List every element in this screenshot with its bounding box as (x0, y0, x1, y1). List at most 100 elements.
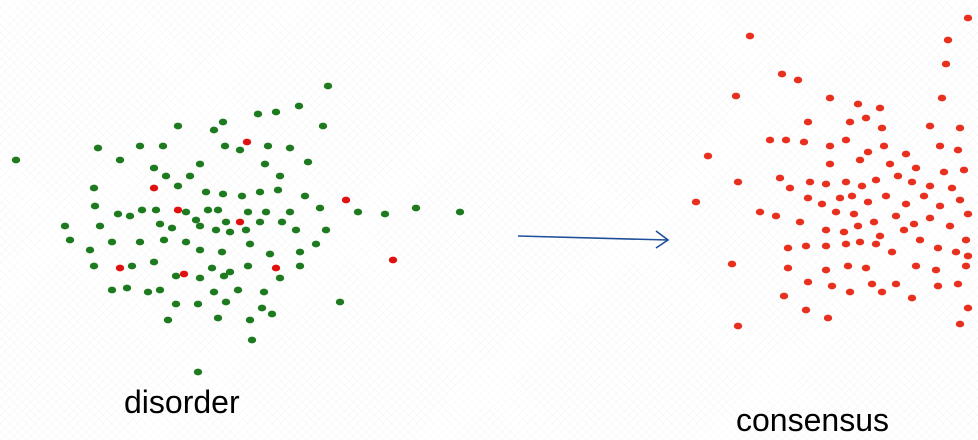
agent-dot-green (161, 172, 171, 180)
agent-dot-red (783, 264, 793, 272)
agent-dot-red (863, 198, 873, 206)
agent-dot-red (871, 240, 881, 248)
agent-dot-red (933, 244, 943, 252)
agent-dot-green (127, 262, 137, 270)
agent-dot-red (821, 266, 831, 274)
agent-dot-green (155, 220, 165, 228)
agent-dot-red (745, 32, 755, 40)
agent-dot-red (891, 280, 901, 288)
agent-dot-green (193, 300, 203, 308)
agent-dot-green (318, 122, 328, 130)
agent-dot-red (857, 182, 867, 190)
agent-dot-red (887, 248, 897, 256)
agent-dot-green (303, 158, 313, 166)
agent-dot-green (225, 268, 235, 276)
agent-dot-red (935, 202, 945, 210)
agent-dot-red (855, 156, 865, 164)
agent-dot-green (85, 246, 95, 254)
agent-dot-green (259, 288, 269, 296)
agent-dot-green (221, 298, 231, 306)
agent-dot-green (295, 262, 305, 270)
agent-dot-red (388, 256, 398, 264)
agent-dot-red (893, 172, 903, 180)
agent-dot-red (863, 148, 873, 156)
agent-dot-red (943, 36, 953, 44)
agent-dot-green (203, 206, 213, 214)
agent-dot-red (877, 124, 887, 132)
agent-dot-green (380, 210, 390, 218)
agent-dot-green (149, 258, 159, 266)
agent-dot-green (220, 142, 230, 150)
agent-dot-green (243, 262, 253, 270)
agent-dot-green (311, 240, 321, 248)
agent-dot-red (783, 244, 793, 252)
agent-dot-green (195, 274, 205, 282)
agent-dot-red (801, 242, 811, 250)
agent-dot-red (881, 192, 891, 200)
agent-dot-red (939, 168, 949, 176)
agent-dot-red (703, 152, 713, 160)
agent-dot-red (955, 320, 965, 328)
agent-dot-green (181, 238, 191, 246)
agent-dot-red (779, 292, 789, 300)
agent-dot-green (159, 236, 169, 244)
agent-dot-green (60, 222, 70, 230)
agent-dot-green (237, 192, 247, 200)
agent-dot-green (195, 222, 205, 230)
agent-dot-green (191, 216, 201, 224)
agent-dot-red (843, 262, 853, 270)
agent-dot-red (841, 136, 851, 144)
agent-dot-red (909, 220, 919, 228)
agent-dot-green (173, 182, 183, 190)
consensus-label: consensus (736, 402, 889, 438)
agent-dot-green (261, 208, 271, 216)
agent-dot-green (255, 188, 265, 196)
agent-dot-red (755, 208, 765, 216)
agent-dot-green (218, 190, 228, 198)
agent-dot-red (953, 146, 963, 154)
agent-dot-green (90, 202, 100, 210)
agent-dot-green (155, 286, 165, 294)
agent-dot-green (271, 108, 281, 116)
agent-dot-green (353, 208, 363, 216)
agent-dot-green (275, 172, 285, 180)
agent-dot-red (963, 252, 973, 260)
agent-dot-green (171, 272, 181, 280)
agent-dot-red (242, 138, 252, 146)
agent-dot-green (213, 206, 223, 214)
agent-dot-green (167, 224, 177, 232)
agent-dot-red (821, 226, 831, 234)
agent-dot-green (260, 160, 270, 168)
agent-dot-red (931, 266, 941, 274)
agent-dot-green (294, 102, 304, 110)
agent-dot-green (137, 206, 147, 214)
agent-dot-red (149, 184, 159, 192)
agent-dot-red (115, 264, 125, 272)
agent-dot-red (951, 248, 961, 256)
agent-dot-red (803, 118, 813, 126)
agent-dot-green (163, 316, 173, 324)
agent-dot-red (821, 242, 831, 250)
agent-dot-green (195, 160, 205, 168)
agent-dot-green (273, 186, 283, 194)
agent-dot-red (947, 184, 957, 192)
agent-dot-red (803, 194, 813, 202)
agent-dot-red (801, 306, 811, 314)
agent-dot-red (953, 280, 963, 288)
agent-dot-green (213, 314, 223, 322)
agent-dot-red (901, 200, 911, 208)
agent-dot-red (825, 160, 835, 168)
agent-dot-green (149, 164, 159, 172)
agent-dot-red (933, 282, 943, 290)
agent-dot-red (875, 104, 885, 112)
disorder-label: disorder (124, 384, 240, 420)
agent-dot-red (777, 70, 787, 78)
agent-dot-red (173, 206, 183, 214)
agent-dot-red (841, 240, 851, 248)
agent-dot-green (265, 250, 275, 258)
agent-dot-red (853, 222, 863, 230)
agent-dot-red (271, 264, 281, 272)
agent-dot-red (907, 178, 917, 186)
agent-dot-red (785, 184, 795, 192)
agent-dot-green (285, 144, 295, 152)
